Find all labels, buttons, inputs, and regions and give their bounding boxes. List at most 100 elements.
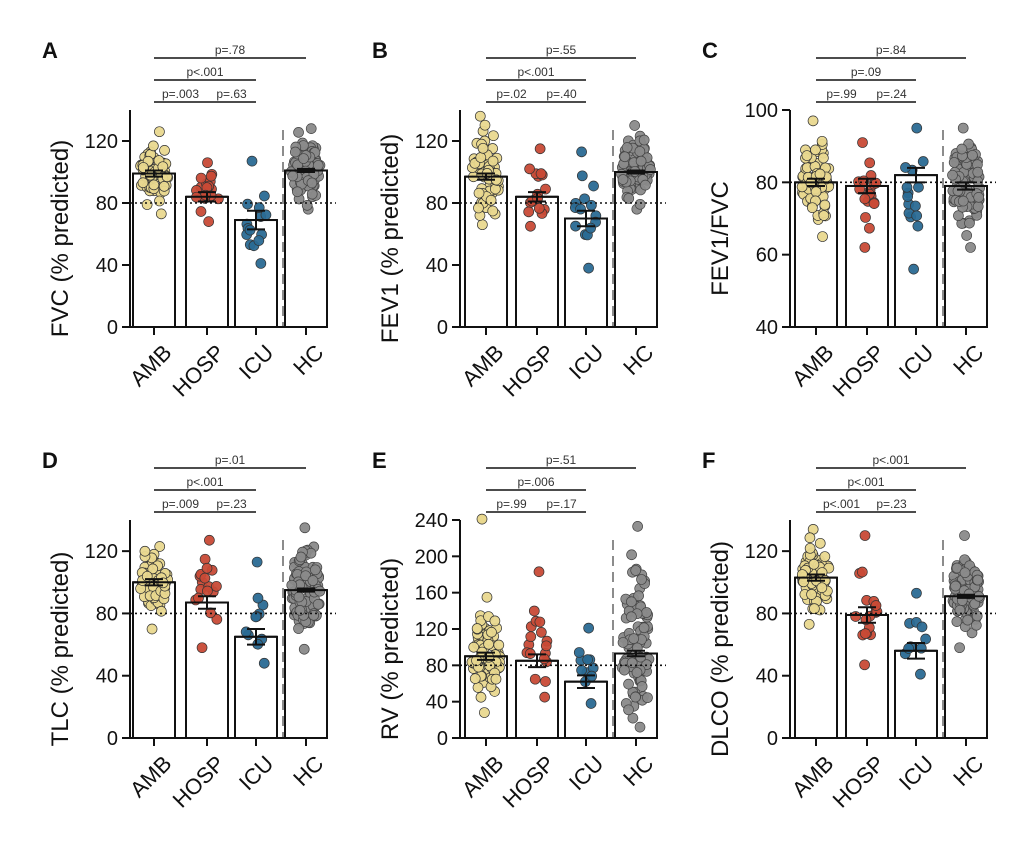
y-tick-label: 120	[85, 541, 118, 563]
x-tick-label: ICU	[234, 340, 278, 384]
y-tick-label: 60	[756, 245, 778, 267]
data-point-amb	[801, 150, 813, 161]
data-point-hc	[952, 185, 964, 197]
data-point-hc	[948, 157, 960, 168]
data-point-icu	[911, 210, 923, 222]
bar-hosp	[185, 195, 229, 328]
data-point-icu	[246, 155, 258, 167]
panel-letter: C	[702, 38, 718, 63]
data-point-hosp	[536, 626, 547, 638]
data-point-hc	[309, 564, 321, 576]
data-point-hc	[950, 580, 961, 592]
data-point-icu	[912, 220, 924, 232]
data-point-hc	[967, 149, 978, 161]
data-point-hc	[972, 175, 984, 187]
x-tick-label: ICU	[894, 751, 938, 795]
bar-icu	[234, 635, 278, 739]
data-point-icu	[583, 262, 594, 274]
data-point-hc	[972, 166, 984, 178]
p-value-label: p<.001	[847, 475, 884, 489]
y-tick-label: 40	[756, 317, 778, 339]
data-point-hc	[293, 591, 305, 603]
p-value-label: p=.84	[876, 43, 907, 57]
data-point-hc	[951, 562, 963, 574]
data-point-hc	[959, 530, 970, 541]
data-point-hc	[634, 721, 646, 733]
p-value-label: p=.55	[546, 43, 577, 57]
p-value-label: p=.24	[876, 87, 907, 101]
data-point-icu	[255, 258, 267, 269]
data-point-amb	[488, 130, 499, 142]
data-point-hosp	[860, 628, 871, 639]
y-tick-label: 120	[85, 131, 118, 153]
data-point-icu	[576, 146, 587, 158]
data-point-amb	[806, 589, 817, 600]
data-point-hosp	[202, 585, 213, 597]
p-value-label: p=.01	[215, 453, 246, 467]
p-value-label: p<.001	[186, 65, 223, 79]
data-point-amb	[137, 177, 149, 189]
x-tick-label: HC	[948, 751, 988, 791]
data-point-icu	[911, 587, 922, 599]
p-value-label: p=.23	[876, 497, 907, 511]
x-tick-label: ICU	[564, 751, 608, 795]
data-point-amb	[486, 626, 497, 638]
data-point-hosp	[525, 631, 537, 643]
p-value-label: p<.001	[186, 475, 223, 489]
p-value-label: p=.23	[216, 497, 247, 511]
y-tick-label: 240	[415, 510, 448, 532]
y-tick-label: 80	[426, 655, 448, 677]
data-point-icu	[582, 654, 594, 665]
data-point-amb	[154, 126, 165, 138]
data-point-hosp	[201, 562, 213, 574]
x-tick-label: HC	[288, 340, 328, 380]
p-value-label: p=.17	[546, 497, 577, 511]
data-point-hc	[298, 153, 309, 164]
p-value-label: p<.001	[823, 497, 860, 511]
data-point-amb	[154, 195, 165, 207]
data-point-amb	[469, 673, 481, 684]
data-point-hc	[295, 551, 307, 563]
data-point-hosp	[203, 216, 215, 227]
p-value-label: p=.51	[546, 453, 577, 467]
data-point-hc	[947, 169, 958, 181]
data-point-hosp	[539, 691, 551, 703]
data-point-hosp	[193, 592, 204, 604]
bar-hosp	[515, 195, 559, 328]
data-point-hc	[623, 704, 634, 716]
data-point-icu	[585, 222, 596, 234]
bar-hosp	[845, 184, 889, 328]
y-tick-label: 200	[415, 546, 448, 568]
p-value-label: p=.40	[546, 87, 577, 101]
data-point-amb	[158, 181, 170, 192]
panel-letter: D	[42, 448, 58, 473]
data-point-amb	[816, 582, 828, 594]
data-point-hc	[306, 188, 318, 200]
x-tick-label: ICU	[234, 751, 278, 795]
data-point-hc	[954, 642, 965, 654]
data-point-hc	[293, 623, 304, 634]
data-point-hc	[632, 521, 643, 532]
p-value-label: p<.001	[872, 453, 909, 467]
bar-icu	[564, 680, 608, 740]
data-point-hosp	[868, 198, 880, 209]
data-point-hc	[964, 217, 975, 229]
data-point-amb	[468, 641, 480, 653]
data-point-hosp	[195, 206, 207, 217]
p-value-label: p=.009	[162, 497, 199, 511]
data-point-amb	[493, 639, 505, 651]
data-point-icu	[915, 668, 926, 680]
data-point-hc	[634, 146, 646, 157]
data-point-hosp	[540, 676, 551, 687]
data-point-hosp	[870, 600, 882, 611]
data-point-icu	[586, 199, 597, 211]
bar-hc	[614, 171, 658, 328]
data-point-amb	[139, 545, 151, 557]
data-point-hc	[626, 611, 637, 623]
data-point-amb	[810, 186, 822, 198]
data-point-hc	[638, 622, 650, 634]
y-axis-label: FEV1 (% predicted)	[377, 134, 404, 343]
data-point-hosp	[523, 206, 535, 218]
data-point-amb	[819, 199, 831, 211]
